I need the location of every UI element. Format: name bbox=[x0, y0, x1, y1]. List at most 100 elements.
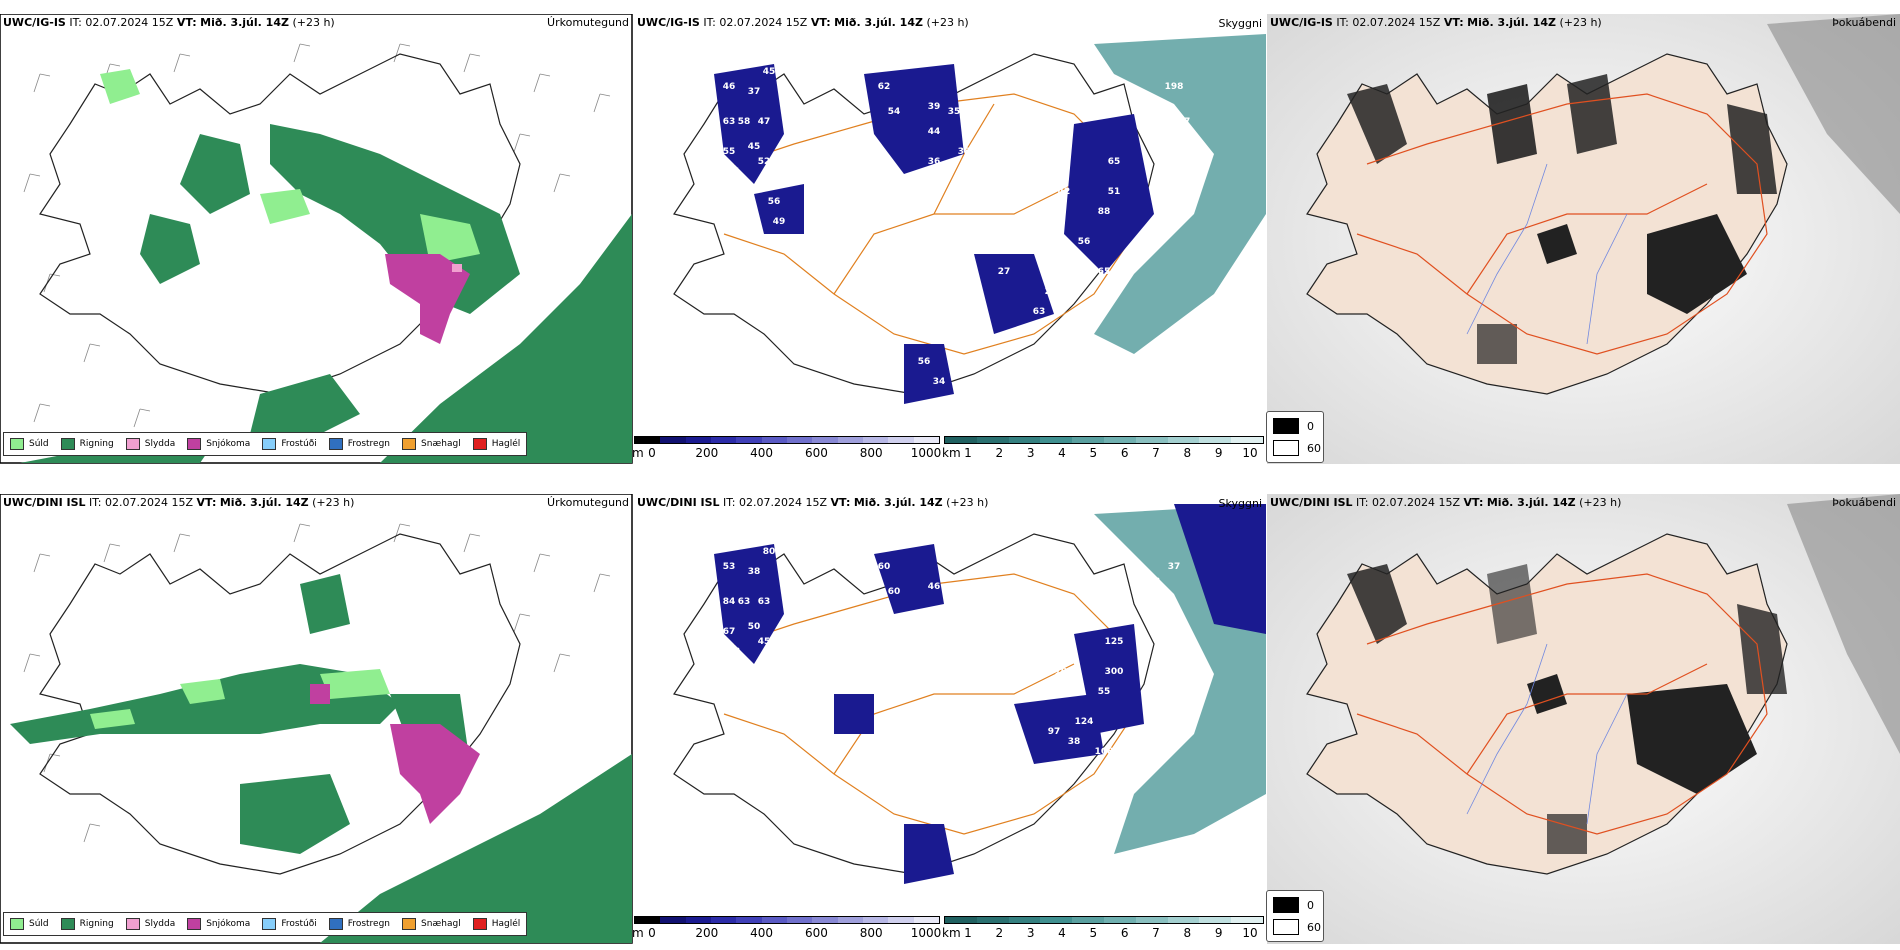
model-name: UWC/DINI ISL bbox=[637, 496, 720, 509]
vt-label: VT: bbox=[176, 16, 197, 29]
visibility-value-label: 63 bbox=[1148, 577, 1161, 587]
legend-item: Frostúði bbox=[262, 438, 317, 450]
visibility-value-label: 63 bbox=[738, 597, 751, 607]
roads bbox=[1356, 573, 1768, 835]
visibility-value-label: 65 bbox=[1098, 267, 1111, 277]
visibility-value-label: 290 bbox=[1045, 287, 1064, 297]
visibility-value-label: 63 bbox=[1033, 307, 1046, 317]
visibility-value-label: 60 bbox=[878, 562, 891, 572]
visibility-value-label: 65 bbox=[1108, 157, 1121, 167]
panel-title: Skyggni bbox=[1218, 497, 1262, 510]
colorbar-tick: 800 bbox=[859, 446, 883, 460]
visibility-value-label: 27 bbox=[998, 267, 1011, 277]
visibility-value-label: 45 bbox=[978, 147, 991, 157]
colorbar-tick: 400 bbox=[750, 926, 774, 940]
visibility-value-label: 45 bbox=[763, 67, 776, 77]
colorbar-tick: 4 bbox=[1058, 926, 1066, 940]
vt-label: VT: bbox=[1463, 496, 1484, 509]
visibility-value-label: 53 bbox=[723, 562, 736, 572]
colorbars-row1: m 0 200 400 600 800 1000 km 1 2 3 4 5 6 7 8 9 10 bbox=[632, 436, 1266, 462]
visibility-value-label: 38 bbox=[958, 147, 971, 157]
precip-type-map-row1: UWC/IG-IS IT: 02.07.2024 15Z VT: Mið. 3.… bbox=[0, 14, 633, 464]
visibility-value-label: 56 bbox=[1078, 237, 1091, 247]
visibility-value-label: 51 bbox=[1108, 187, 1121, 197]
panel-header: UWC/IG-IS IT: 02.07.2024 15Z VT: Mið. 3.… bbox=[3, 15, 630, 31]
visibility-value-label: 38 bbox=[748, 567, 761, 577]
visibility-value-label: 49 bbox=[773, 217, 786, 227]
colorbar-tick: 1 bbox=[964, 446, 972, 460]
visibility-value-label: 108 bbox=[955, 627, 974, 637]
model-name: UWC/IG-IS bbox=[3, 16, 66, 29]
colorbar-tick: 10 bbox=[1242, 926, 1258, 940]
visibility-value-label: 90 bbox=[948, 587, 961, 597]
vt-time: Mið. 3.júl. 14Z bbox=[853, 496, 943, 509]
colorbar-tick: 5 bbox=[1089, 446, 1098, 460]
panel-header: UWC/DINI ISL IT: 02.07.2024 15Z VT: Mið.… bbox=[3, 495, 630, 511]
visibility-value-label: 124 bbox=[1075, 717, 1094, 727]
legend-item: Súld bbox=[10, 918, 49, 930]
it-time: 02.07.2024 15Z bbox=[105, 496, 194, 509]
colorbar-tick: 3 bbox=[1026, 926, 1035, 940]
visibility-value-label: 35 bbox=[948, 107, 961, 117]
visibility-value-label: 113 bbox=[1030, 787, 1049, 797]
visibility-unit: km bbox=[942, 446, 961, 460]
vt-label: VT: bbox=[1443, 16, 1464, 29]
visibility-value-label: 65 bbox=[1048, 247, 1061, 257]
colorbar-tick: 10 bbox=[1242, 446, 1258, 460]
visibility-value-label: 43 bbox=[678, 717, 691, 727]
visibility-map-row1: 46 37 58 47 63 45 55 52 51 56 49 59 43 45 62 54 39 35 44 38… bbox=[634, 14, 1266, 436]
vt-time: Mið. 3.júl. 14Z bbox=[1467, 16, 1556, 29]
colorbar-tick: 600 bbox=[804, 926, 828, 940]
fog-map-row2: UWC/DINI ISL IT: 02.07.2024 15Z VT: Mið.… bbox=[1267, 494, 1900, 944]
visibility-value-label: 54 bbox=[768, 677, 781, 687]
visibility-map-row2: 53 38 63 63 84 50 67 45 63 54 57 39 43 80 60 60 46 90 65 10… bbox=[634, 494, 1266, 916]
legend-item: Haglél bbox=[472, 438, 520, 450]
colorbar-tick: 6 bbox=[1120, 446, 1129, 460]
colorbar-tick: 200 bbox=[695, 926, 719, 940]
legend-item: Frostregn bbox=[328, 438, 390, 450]
visibility-value-label: 50 bbox=[748, 622, 761, 632]
visibility-value-label: 52 bbox=[758, 157, 771, 167]
colorbar-tick: 7 bbox=[1152, 926, 1160, 940]
colorbar-tick: 0 bbox=[648, 926, 656, 940]
visibility-value-label: 59 bbox=[768, 237, 781, 247]
colorbar-tick: 600 bbox=[804, 446, 828, 460]
visibility-value-label: 57 bbox=[773, 697, 786, 707]
lead-time: (+23 h) bbox=[292, 16, 335, 29]
legend-item: Snjókoma bbox=[187, 918, 250, 930]
colorbar-tick: 9 bbox=[1214, 926, 1223, 940]
model-name: UWC/IG-IS bbox=[1270, 16, 1333, 29]
fog-map-graphic bbox=[1267, 14, 1900, 464]
visibility-value-label: 55 bbox=[723, 147, 736, 157]
colorbars-row2: m 0 200 400 600 800 1000 km 1 2 3 4 5 6 7 8 9 10 bbox=[632, 916, 1266, 942]
visibility-value-label: 45 bbox=[748, 142, 761, 152]
precip-map-graphic bbox=[0, 494, 633, 944]
panel-header: UWC/DINI ISL IT: 02.07.2024 15Z VT: Mið.… bbox=[1270, 495, 1897, 511]
colorbar-tick: 8 bbox=[1183, 446, 1192, 460]
it-label: IT: bbox=[723, 496, 736, 509]
model-name: UWC/DINI ISL bbox=[3, 496, 86, 509]
colorbar-tick: 1000 bbox=[910, 926, 942, 940]
panel-title: Úrkomutegund bbox=[547, 496, 629, 509]
legend-item: Snæhagl bbox=[402, 438, 461, 450]
colorbar-tick: 3 bbox=[1026, 446, 1035, 460]
fog-legend-item: 60 bbox=[1273, 919, 1321, 935]
visibility-map-graphic: 46 37 58 47 63 45 55 52 51 56 49 59 43 45 62 54 39 35 44 38… bbox=[673, 34, 1266, 404]
lead-time: (+23 h) bbox=[312, 496, 355, 509]
fog-map-graphic bbox=[1267, 494, 1900, 944]
ceiling-unit: m bbox=[632, 926, 644, 940]
panel-title: Skyggni bbox=[1218, 17, 1262, 30]
vt-time: Mið. 3.júl. 14Z bbox=[1486, 496, 1576, 509]
panel-header: UWC/DINI ISL IT: 02.07.2024 15Z VT: Mið.… bbox=[637, 495, 1263, 511]
it-time: 02.07.2024 15Z bbox=[719, 16, 808, 29]
model-name: UWC/IG-IS bbox=[637, 16, 700, 29]
vt-label: VT: bbox=[830, 496, 851, 509]
panel-header: UWC/IG-IS IT: 02.07.2024 15Z VT: Mið. 3.… bbox=[637, 15, 1263, 31]
it-time: 02.07.2024 15Z bbox=[1372, 496, 1461, 509]
visibility-value-label: 56 bbox=[918, 357, 931, 367]
visibility-value-label: 84 bbox=[723, 597, 736, 607]
lead-time: (+23 h) bbox=[1579, 496, 1622, 509]
it-time: 02.07.2024 15Z bbox=[739, 496, 828, 509]
snow-areas bbox=[385, 254, 470, 344]
visibility-value-label: 51 bbox=[728, 167, 741, 177]
